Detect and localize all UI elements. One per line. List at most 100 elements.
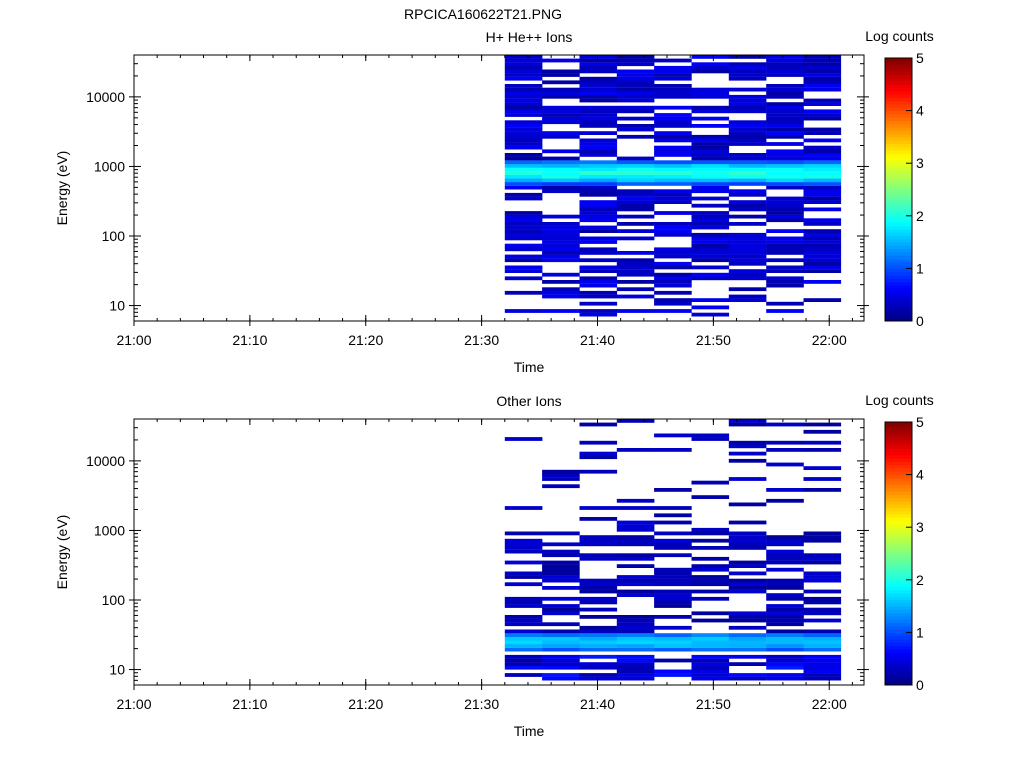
spectrogram-cell: [766, 542, 804, 547]
colorbar-segment: [885, 622, 912, 627]
spectrogram-cell: [542, 160, 580, 165]
spectrogram-cell: [728, 538, 767, 543]
y-axis-label: Energy (eV): [54, 515, 70, 590]
spectrogram-cell: [616, 309, 655, 313]
spectrogram-cell: [728, 251, 767, 255]
spectrogram-cell: [579, 76, 618, 81]
spectrogram-cell: [542, 251, 580, 255]
colorbar-segment: [885, 576, 912, 581]
spectrogram-cell: [728, 502, 767, 507]
spectrogram-cell: [654, 301, 692, 306]
spectrogram-cell: [766, 593, 804, 597]
spectrogram-cell: [579, 105, 618, 110]
spectrogram-cell: [579, 116, 618, 121]
spectrogram-cell: [542, 109, 580, 114]
spectrogram-cell: [766, 578, 804, 583]
chart-panel-2: Other Ions 21:00 21:10 21:20 21:30 21:40 21:50…: [54, 392, 934, 739]
colorbar-segment: [885, 215, 912, 220]
spectrogram-cell: [579, 280, 618, 284]
spectrogram-cell: [542, 654, 580, 659]
spectrogram-cell: [616, 160, 655, 165]
spectrogram-cell: [691, 185, 730, 190]
colorbar-segment: [885, 123, 912, 128]
spectrogram-cell: [654, 91, 692, 96]
spectrogram-cell: [579, 225, 618, 230]
colorbar-segment: [885, 487, 912, 492]
spectrogram-cell: [579, 91, 618, 96]
colorbar-segment: [885, 199, 912, 204]
spectrogram-cell: [504, 309, 543, 313]
spectrogram-cell: [616, 178, 655, 183]
colorbar-segment: [885, 140, 912, 144]
spectrogram-cell: [579, 615, 618, 619]
spectrogram-cell: [616, 214, 655, 219]
spectrogram-cell: [766, 604, 804, 608]
spectrogram-cell: [691, 167, 730, 172]
spectrogram-cell: [616, 73, 655, 77]
spectrogram-cell: [542, 113, 580, 117]
colorbar-segment: [885, 441, 912, 446]
spectrogram-cell: [616, 196, 655, 201]
spectrogram-cell: [654, 105, 692, 110]
spectrogram-cell: [654, 542, 692, 547]
spectrogram-cell: [654, 229, 692, 233]
spectrogram-cell: [542, 676, 580, 681]
spectrogram-cell: [654, 506, 692, 510]
spectrogram-cell: [579, 269, 618, 273]
spectrogram-cell: [579, 556, 618, 561]
colorbar-segment: [885, 681, 912, 686]
spectrogram-cell: [766, 618, 804, 623]
spectrogram-cell: [579, 109, 618, 114]
spectrogram-cell: [542, 665, 580, 670]
spectrogram-cell: [766, 69, 804, 74]
colorbar-segment: [885, 107, 912, 112]
spectrogram-cell: [766, 131, 804, 135]
spectrogram-cell: [504, 600, 543, 605]
spectrogram-cell: [691, 556, 730, 561]
spectrogram-cell: [542, 105, 580, 110]
colorbar-segment: [885, 471, 912, 476]
spectrogram-cell: [504, 94, 543, 99]
spectrogram-cell: [542, 280, 580, 284]
spectrogram-cell: [803, 200, 842, 204]
colorbar-segment: [885, 100, 912, 105]
spectrogram-cell: [504, 142, 543, 146]
spectrogram-cell: [616, 287, 655, 292]
spectrogram-cell: [691, 546, 730, 550]
colorbar-segment: [885, 579, 912, 584]
colorbar-segment: [885, 163, 912, 167]
spectrogram-cell: [691, 633, 730, 637]
spectrogram-cell: [803, 247, 842, 252]
spectrogram-cell: [654, 575, 692, 579]
spectrogram-cell: [654, 513, 692, 518]
spectrogram-cell: [654, 254, 692, 259]
y-tick-label: 10000: [86, 89, 125, 105]
spectrogram-cell: [728, 662, 767, 666]
x-tick-label: 21:30: [464, 332, 499, 348]
spectrogram-cell: [691, 55, 730, 59]
spectrogram-cell: [803, 236, 842, 241]
spectrogram-cell: [504, 269, 543, 273]
spectrogram-cell: [803, 658, 842, 663]
colorbar-segment: [885, 209, 912, 213]
colorbar-segment: [885, 484, 912, 489]
spectrogram-cell: [728, 222, 767, 226]
spectrogram-cell: [542, 477, 580, 481]
spectrogram-cell: [542, 567, 580, 572]
spectrogram-cell: [616, 236, 655, 241]
spectrogram-cell: [504, 232, 543, 237]
spectrogram-cell: [691, 203, 730, 208]
colorbar-segment: [885, 120, 912, 125]
spectrogram-cell: [766, 265, 804, 270]
colorbar-segment: [885, 84, 912, 89]
spectrogram-cell: [654, 225, 692, 230]
spectrogram-cell: [542, 290, 580, 295]
colorbar-segment: [885, 573, 912, 577]
spectrogram-cell: [803, 62, 842, 67]
spectrogram-cell: [542, 120, 580, 125]
spectrogram-cell: [766, 182, 804, 186]
spectrogram-cell: [654, 124, 692, 128]
colorbar-segment: [885, 560, 912, 564]
spectrogram-cell: [766, 196, 804, 201]
spectrogram-cell: [728, 236, 767, 241]
